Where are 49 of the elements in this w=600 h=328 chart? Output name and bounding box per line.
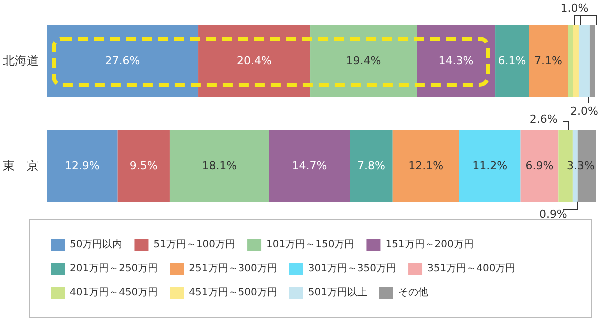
- bar: [520, 130, 559, 202]
- legend-label: 201万円～250万円: [70, 264, 158, 274]
- data-label: 0.9%: [539, 208, 568, 221]
- data-label: 12.1%: [408, 160, 444, 172]
- bar: [269, 130, 350, 202]
- data-label: 14.7%: [292, 160, 328, 172]
- legend-label: 501万円以上: [308, 286, 368, 298]
- legend-label: 151万円～200万円: [386, 240, 474, 250]
- data-label: 12.9%: [64, 160, 100, 172]
- data-label: 27.6%: [105, 54, 140, 68]
- legend-label: 101万円～150万円: [266, 240, 355, 250]
- bar: [529, 25, 568, 97]
- y-tick-label: 東 京: [3, 159, 39, 173]
- bar: [310, 25, 418, 97]
- legend-label: 351万円～400万円: [428, 264, 516, 274]
- bar: [118, 130, 170, 202]
- y-tick-label: 北海道: [3, 54, 39, 68]
- data-label: 19.4%: [346, 54, 382, 68]
- data-label: 20.4%: [237, 54, 272, 68]
- data-label: 6.1%: [498, 54, 526, 68]
- data-label: 7.1%: [534, 54, 562, 68]
- legend-label: 401万円～450万円: [70, 288, 158, 298]
- bar: [590, 25, 596, 97]
- bar: [573, 25, 579, 97]
- data-label: 2.6%: [530, 113, 558, 126]
- bar: [496, 25, 530, 97]
- legend-label: 301万円～350万円: [308, 264, 397, 274]
- bar: [350, 130, 393, 202]
- legend-label: 251万円～300万円: [189, 264, 278, 274]
- data-label: 14.3%: [438, 54, 474, 68]
- bar: [47, 130, 118, 202]
- data-label: 1.0%: [560, 2, 589, 15]
- data-label: 7.8%: [357, 160, 386, 172]
- data-label: 6.9%: [526, 160, 554, 172]
- legend-label: その他: [398, 286, 428, 298]
- bar: [568, 25, 574, 97]
- data-label: 9.5%: [130, 160, 158, 172]
- data-label: 18.1%: [202, 160, 238, 172]
- bar: [578, 25, 590, 97]
- legend-label: 451万円～500万円: [189, 288, 278, 298]
- bar: [417, 25, 496, 97]
- legend-label: 50万円以内: [70, 238, 123, 250]
- bar: [459, 130, 521, 202]
- data-label: 2.0%: [570, 105, 598, 118]
- legend-label: 51万円～100万円: [154, 240, 236, 250]
- bar: [198, 25, 311, 97]
- data-label: 11.2%: [472, 160, 508, 172]
- bar: [392, 130, 460, 202]
- bar: [170, 130, 270, 202]
